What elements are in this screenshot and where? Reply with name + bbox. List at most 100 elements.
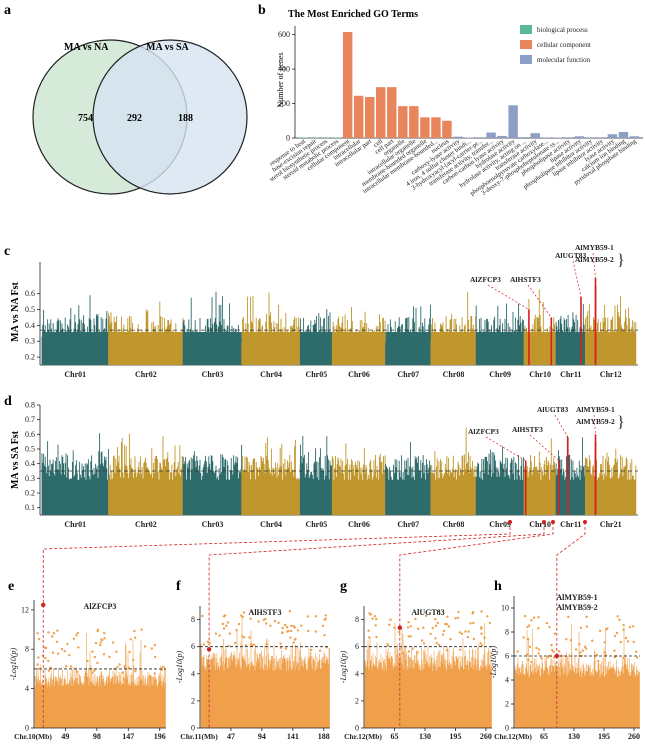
manhattan-point	[36, 663, 39, 666]
manhattan-point	[262, 618, 266, 622]
panel-letter-b: b	[258, 3, 266, 18]
manhattan-point	[597, 660, 600, 663]
manhattan-point	[132, 658, 135, 662]
manhattan-point	[321, 624, 325, 627]
manhattan-point	[595, 653, 599, 657]
manhattan-point	[94, 641, 98, 645]
fst-y-tick-label: 0.3	[25, 337, 35, 346]
manhattan-point	[375, 617, 378, 621]
manhattan-point	[96, 661, 99, 665]
manhattan-point	[237, 622, 241, 626]
fst-chromosome-label: Chr10	[529, 370, 551, 379]
venn-right-label: MA vs SA	[146, 42, 190, 53]
manhattan-x-tick-label: 98	[93, 732, 101, 741]
manhattan-x-tick-label: 130	[419, 732, 431, 741]
manhattan-point	[324, 614, 327, 617]
manhattan-y-tick-label: 8	[25, 645, 29, 654]
fst-y-tick-label: 0.4	[25, 459, 35, 468]
manhattan-highlight-point	[397, 625, 403, 630]
manhattan-point	[583, 645, 587, 648]
manhattan-point	[624, 636, 628, 640]
manhattan-point	[460, 632, 464, 635]
go-bar	[486, 132, 496, 138]
go-legend-swatch	[520, 40, 532, 49]
manhattan-point	[422, 642, 426, 645]
manhattan-point	[585, 615, 588, 618]
venn-left-count: 754	[78, 113, 93, 124]
manhattan-y-tick-label: 2	[191, 696, 195, 705]
go-bar	[607, 134, 618, 138]
manhattan-point	[133, 629, 136, 633]
fst-chromosome-base	[300, 479, 333, 515]
go-legend-label: biological process	[537, 26, 588, 34]
manhattan-point	[591, 639, 594, 642]
manhattan-point	[292, 625, 295, 628]
manhattan-point	[449, 638, 452, 641]
manhattan-point	[222, 615, 226, 618]
manhattan-y-tick-label: 12	[21, 605, 29, 614]
manhattan-gene-title: AlMYB59-2	[556, 603, 597, 612]
fst-y-tick-label: 0.2	[25, 489, 35, 498]
manhattan-point	[99, 641, 103, 644]
manhattan-point	[306, 615, 309, 618]
fst-chromosome-label: Chr01	[64, 520, 86, 529]
manhattan-point	[235, 629, 238, 632]
manhattan-point	[286, 625, 289, 629]
manhattan-y-tick-label: 4	[355, 669, 359, 678]
manhattan-point	[290, 629, 293, 633]
manhattan-point	[150, 647, 153, 650]
manhattan-point	[579, 651, 582, 654]
manhattan-x-prefix: Chr.12(Mb)	[344, 732, 382, 741]
manhattan-point	[93, 669, 96, 672]
manhattan-point	[60, 648, 64, 651]
manhattan-point	[431, 626, 434, 630]
manhattan-point	[537, 627, 540, 630]
go-legend-label: molecular function	[537, 56, 591, 64]
manhattan-point	[290, 624, 293, 628]
manhattan-point	[368, 636, 371, 639]
manhattan-point	[65, 665, 68, 668]
manhattan-point	[121, 671, 124, 674]
manhattan-y-tick-label: 10	[501, 604, 509, 613]
manhattan-point	[86, 659, 89, 663]
manhattan-point	[622, 623, 625, 627]
manhattan-point	[409, 625, 412, 628]
fst-chromosome-base	[385, 479, 431, 515]
manhattan-point	[248, 636, 251, 639]
go-bar	[298, 137, 309, 138]
fst-y-tick-label: 0.6	[25, 430, 35, 439]
manhattan-point	[273, 619, 277, 623]
manhattan-highlight-point	[554, 653, 560, 659]
manhattan-y-tick-label: 0	[355, 724, 359, 733]
manhattan-point	[457, 610, 460, 614]
manhattan-point	[153, 672, 156, 675]
go-bar	[618, 131, 629, 138]
manhattan-point	[72, 637, 76, 640]
fst-chromosome-base	[332, 332, 386, 365]
manhattan-point	[76, 631, 80, 635]
manhattan-point	[118, 663, 121, 666]
manhattan-point	[526, 637, 530, 641]
manhattan-point	[613, 634, 617, 638]
fst-chromosome-base	[524, 479, 557, 515]
manhattan-point	[530, 660, 533, 664]
manhattan-point	[393, 626, 396, 629]
manhattan-point	[585, 625, 589, 628]
manhattan-point	[480, 644, 484, 647]
zoom-connector-dot	[542, 520, 546, 524]
manhattan-x-tick-label: 65	[540, 732, 548, 741]
manhattan-point	[416, 627, 420, 630]
fst-chromosome-label: Chr03	[202, 370, 224, 379]
fst-gene-pointer	[527, 284, 552, 318]
manhattan-y-axis-label: -Log10(p)	[339, 650, 348, 683]
fst-chromosome-base	[476, 332, 525, 365]
manhattan-point	[569, 639, 573, 642]
manhattan-point	[414, 617, 417, 621]
fst-chromosome-base	[430, 332, 477, 365]
manhattan-x-tick-label: 260	[480, 732, 492, 741]
manhattan-y-axis-label: -Log10(p)	[175, 650, 184, 683]
zoom-connector-dot	[583, 520, 587, 524]
manhattan-y-tick-label: 0	[25, 724, 29, 733]
manhattan-point	[91, 671, 94, 674]
manhattan-point	[632, 640, 635, 644]
